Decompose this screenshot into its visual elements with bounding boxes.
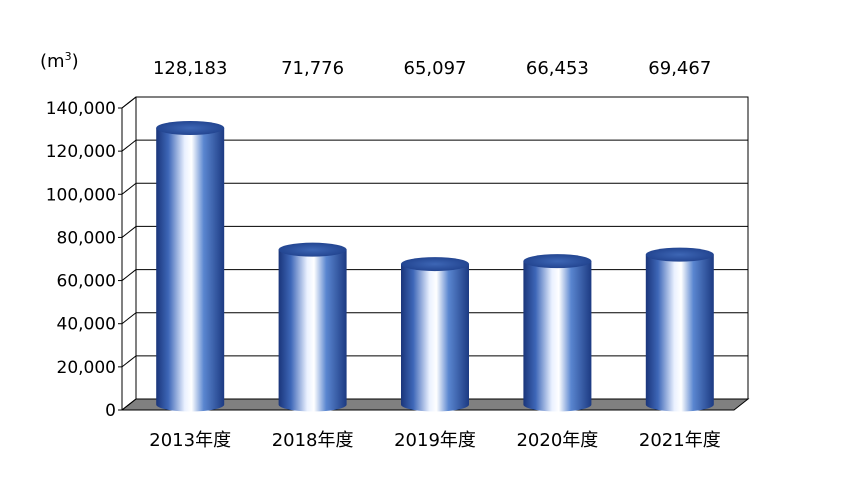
y-tick-label: 120,000 [46, 142, 116, 162]
data-label: 66,453 [526, 58, 589, 79]
y-tick-label: 40,000 [57, 315, 116, 335]
bar-top [523, 254, 592, 269]
bar [645, 247, 714, 412]
x-tick-label: 2020年度 [516, 430, 598, 451]
side-gridline [121, 226, 137, 238]
bar-body [523, 261, 592, 412]
side-wall-top [121, 96, 137, 109]
y-tick-label: 100,000 [46, 185, 116, 205]
unit-superscript: 3 [64, 50, 72, 63]
bar [278, 242, 347, 412]
bar-top [401, 257, 469, 272]
data-label: 71,776 [281, 58, 344, 79]
bar-body [401, 264, 469, 412]
bar-top [278, 242, 347, 257]
y-tick-label: 60,000 [57, 272, 116, 292]
value-labels: 128,183 71,776 65,097 66,453 69,467 [153, 58, 711, 79]
side-gridline [121, 312, 137, 325]
y-axis: 0 20,000 40,000 60,000 80,000 100,000 120,000 1… [46, 99, 122, 421]
y-tick-label: 140,000 [46, 99, 116, 119]
unit-label: (m3) [40, 50, 79, 72]
bar [156, 120, 225, 412]
side-gridline [121, 182, 137, 195]
y-tick-label: 80,000 [57, 228, 116, 248]
data-label: 128,183 [153, 58, 227, 79]
x-axis-labels: 2013年度 2018年度 2019年度 2020年度 2021年度 [149, 430, 720, 451]
bar-top [156, 120, 225, 135]
bar-body [156, 127, 225, 412]
x-tick-label: 2021年度 [639, 430, 721, 451]
x-tick-label: 2019年度 [394, 430, 476, 451]
y-tick-label: 0 [105, 401, 116, 421]
x-tick-label: 2018年度 [272, 430, 354, 451]
bar-body [278, 249, 347, 412]
x-tick-label: 2013年度 [149, 430, 231, 451]
bar [523, 254, 592, 412]
y-tick-label: 20,000 [57, 358, 116, 378]
side-gridline [121, 398, 137, 411]
side-gridline [121, 139, 137, 152]
bar [401, 257, 469, 412]
bar-body [645, 254, 714, 412]
side-gridline [121, 355, 137, 368]
data-label: 65,097 [404, 58, 467, 79]
bar-top [645, 247, 714, 262]
bars [156, 120, 714, 412]
data-label: 69,467 [648, 58, 711, 79]
side-gridline [121, 269, 137, 281]
